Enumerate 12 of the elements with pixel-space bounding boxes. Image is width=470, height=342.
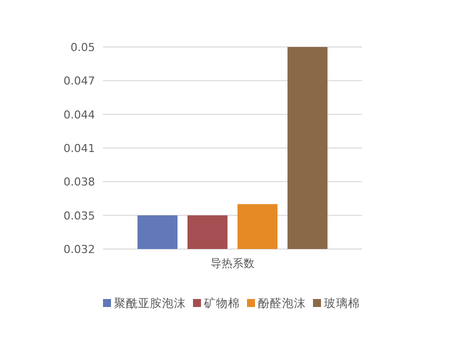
x-tick-label: 导热系数 — [210, 257, 254, 270]
y-tick-label: 0.05 — [70, 41, 95, 54]
legend-label: 聚酰亚胺泡沫 — [114, 296, 186, 310]
legend-label: 玻璃棉 — [324, 296, 360, 310]
y-tick-label: 0.035 — [64, 209, 95, 222]
y-tick-label: 0.032 — [64, 243, 95, 256]
y-tick-label: 0.047 — [64, 74, 95, 88]
y-tick-label: 0.044 — [64, 108, 95, 122]
legend-label: 酚醛泡沫 — [258, 296, 306, 310]
y-tick-label: 0.041 — [64, 142, 95, 155]
y-tick-label: 0.038 — [64, 176, 95, 189]
legend-label: 矿物棉 — [203, 296, 240, 310]
